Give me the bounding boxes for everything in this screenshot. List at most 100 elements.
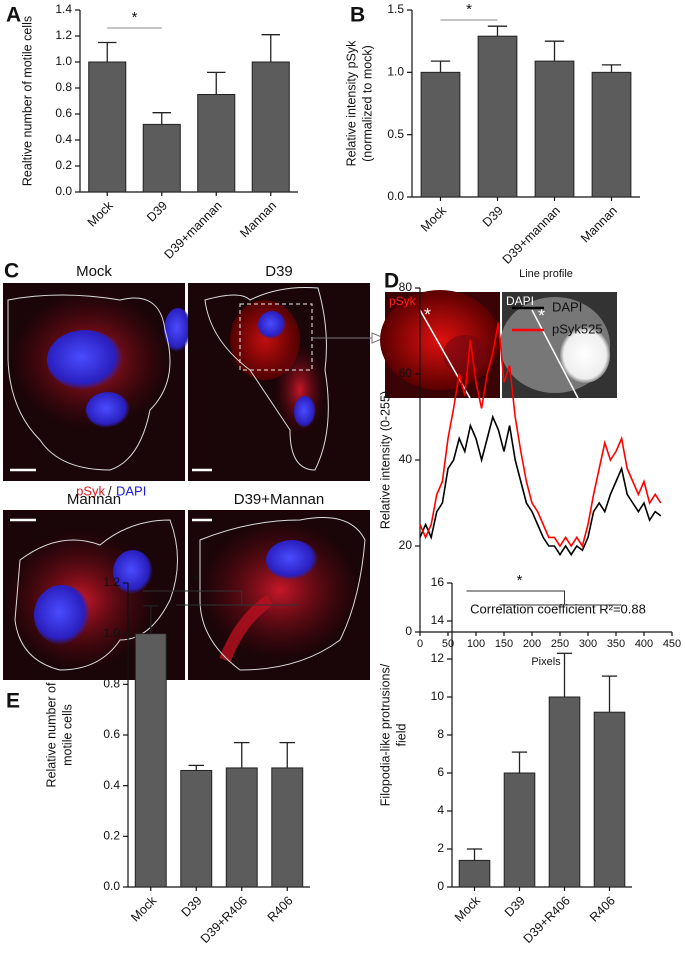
bar bbox=[180, 769, 213, 888]
y-tick-label: 1.0 bbox=[55, 54, 72, 68]
y-tick-label: 1.4 bbox=[55, 2, 72, 16]
chart-title: Line profile bbox=[519, 268, 573, 280]
x-tick-label: 200 bbox=[523, 638, 541, 650]
y-tick-label: 0 bbox=[437, 879, 444, 893]
y-tick-label: 1.0 bbox=[103, 626, 120, 640]
micrograph bbox=[500, 292, 617, 399]
y-tick-label: 0.5 bbox=[387, 127, 404, 141]
y-tick-label: 12 bbox=[431, 651, 445, 665]
bar bbox=[458, 859, 491, 888]
significance: * bbox=[193, 572, 199, 589]
x-tick-label: 400 bbox=[635, 638, 653, 650]
zoom-arrow bbox=[371, 332, 386, 344]
x-tick-label: 250 bbox=[551, 638, 569, 650]
bar bbox=[88, 61, 127, 193]
x-tick-label: 150 bbox=[495, 638, 513, 650]
micrograph bbox=[188, 510, 370, 680]
micrograph bbox=[3, 510, 185, 680]
y-tick-label: 1.2 bbox=[103, 575, 120, 589]
y-tick-label: 0.0 bbox=[55, 184, 72, 198]
image-label: Mock bbox=[76, 263, 112, 280]
y-tick-label: 1.5 bbox=[387, 2, 404, 16]
micrograph bbox=[380, 290, 500, 399]
bar bbox=[548, 696, 581, 888]
bar bbox=[534, 60, 575, 198]
bar bbox=[593, 711, 626, 888]
y-tick-label: 1.0 bbox=[387, 65, 404, 79]
panel-label: C bbox=[4, 260, 19, 283]
y-tick-label: 1.2 bbox=[55, 28, 72, 42]
image-label: Mannan bbox=[67, 491, 121, 508]
significance: * bbox=[132, 9, 138, 26]
line-series bbox=[419, 322, 662, 548]
y-tick-label: 40 bbox=[399, 452, 413, 466]
y-tick-label: 8 bbox=[437, 727, 444, 741]
legend-label: DAPI bbox=[116, 483, 146, 498]
y-tick-label: 0.6 bbox=[55, 106, 72, 120]
x-tick-label: 350 bbox=[607, 638, 625, 650]
x-tick-label: 100 bbox=[467, 638, 485, 650]
significance-line bbox=[466, 590, 565, 605]
y-tick-label: 0.4 bbox=[103, 778, 120, 792]
bar bbox=[142, 123, 181, 193]
significance: * bbox=[517, 572, 523, 589]
image-label: D39+Mannan bbox=[234, 491, 324, 508]
y-tick-label: 0.6 bbox=[103, 727, 120, 741]
bar bbox=[503, 772, 536, 888]
y-axis-label: Realtive number of motile cells bbox=[20, 16, 34, 186]
y-tick-label: 0.4 bbox=[55, 132, 72, 146]
y-tick-label: 0.2 bbox=[103, 829, 120, 843]
legend-label: pSyk bbox=[76, 483, 105, 498]
y-tick-label: 0 bbox=[405, 624, 412, 638]
bar bbox=[591, 71, 632, 198]
micrograph bbox=[188, 283, 370, 481]
bar bbox=[134, 633, 167, 888]
panel-label: A bbox=[6, 4, 21, 27]
y-axis-label: Relative intensity pSyk bbox=[344, 40, 358, 167]
x-tick-label: 450 bbox=[663, 638, 681, 650]
y-tick-label: 0.0 bbox=[387, 189, 404, 203]
bar bbox=[251, 61, 290, 193]
y-axis-label: Relative number of bbox=[44, 682, 58, 787]
image-label: pSyk bbox=[389, 294, 417, 308]
y-axis-label: (normalized to mock) bbox=[360, 45, 374, 162]
annotation: Correlation coefficient R²=0.88 bbox=[470, 601, 646, 616]
significance-line bbox=[142, 590, 243, 605]
bar bbox=[225, 767, 258, 888]
y-tick-label: 0.0 bbox=[103, 879, 120, 893]
image-label: DAPI bbox=[506, 294, 534, 308]
panel-label: B bbox=[350, 4, 365, 27]
legend-label: DAPI bbox=[552, 299, 582, 314]
y-tick-label: 4 bbox=[437, 803, 444, 817]
micrograph bbox=[3, 283, 192, 481]
x-axis-label: Pixels bbox=[531, 656, 561, 668]
y-tick-label: 80 bbox=[399, 280, 413, 294]
y-tick-label: 20 bbox=[399, 538, 413, 552]
marker: * bbox=[538, 306, 545, 326]
bar bbox=[420, 71, 461, 198]
legend-label: / bbox=[108, 483, 112, 498]
y-axis-label: field bbox=[394, 723, 408, 746]
x-tick-label: 300 bbox=[579, 638, 597, 650]
x-tick-label: 0 bbox=[417, 638, 423, 650]
panel-label: E bbox=[6, 690, 20, 713]
y-tick-label: 16 bbox=[431, 575, 445, 589]
y-axis-label: motile cells bbox=[60, 704, 74, 766]
panel-label: D bbox=[384, 270, 399, 293]
legend-label: pSyk525 bbox=[552, 321, 603, 336]
bar bbox=[197, 94, 236, 193]
y-tick-label: 6 bbox=[437, 765, 444, 779]
bar bbox=[271, 767, 304, 888]
marker: * bbox=[424, 305, 431, 325]
image-label: D39 bbox=[265, 263, 293, 280]
y-tick-label: 10 bbox=[431, 689, 445, 703]
x-tick-label: 50 bbox=[442, 638, 454, 650]
y-axis-label: Relative intensity (0-255) bbox=[378, 391, 392, 529]
y-tick-label: 0.2 bbox=[55, 158, 72, 172]
bar bbox=[477, 35, 518, 198]
y-tick-label: 60 bbox=[399, 366, 413, 380]
line-series bbox=[419, 414, 662, 557]
y-tick-label: 0.8 bbox=[55, 80, 72, 94]
y-tick-label: 0.8 bbox=[103, 677, 120, 691]
